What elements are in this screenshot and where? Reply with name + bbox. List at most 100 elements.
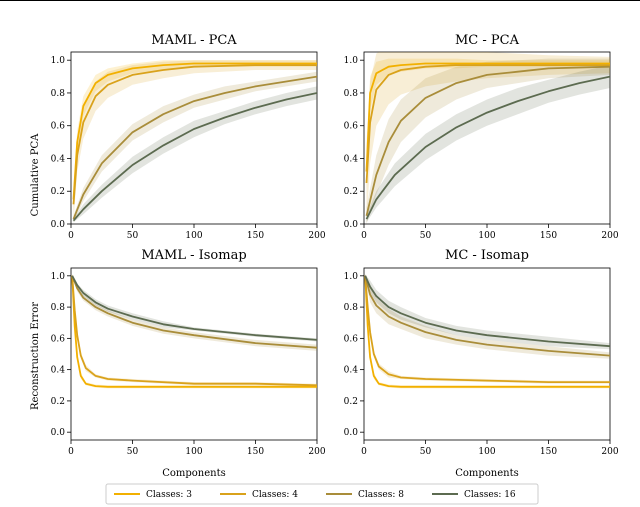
x-tick-label: 0: [361, 231, 367, 241]
x-tick-label: 50: [420, 231, 432, 241]
series-band: [366, 58, 610, 192]
x-tick-label: 0: [361, 447, 367, 457]
y-tick-label: 0.4: [51, 154, 66, 164]
panel-title: MAML - PCA: [151, 33, 237, 48]
legend-label: Classes: 4: [252, 490, 298, 500]
y-tick-label: 0.6: [51, 122, 66, 132]
panel-maml-pca: MAML - PCA 0 50 100 150 200 0.0 0.2 0.4 0.6 0.8 1.…: [30, 33, 326, 241]
series-line: [72, 75, 317, 220]
series-line: [72, 64, 317, 205]
plot-area: 0 50 100 150 200 0.0 0.2 0.4 0.6 0.8 1.0: [344, 51, 619, 241]
series-line: [71, 275, 317, 349]
x-tick-label: 100: [185, 447, 202, 457]
y-tick-label: 0.2: [51, 187, 65, 197]
x-axis-label: Components: [455, 468, 519, 479]
legend-frame: [105, 483, 539, 505]
y-tick-label: 0.0: [344, 428, 359, 438]
y-tick-label: 0.4: [344, 154, 359, 164]
plot-area: 0 50 100 150 200 0.0 0.2 0.4 0.6 0.8 1.0: [51, 51, 326, 241]
y-tick-label: 0.8: [344, 89, 359, 99]
x-tick-label: 150: [540, 231, 557, 241]
x-tick-label: 100: [478, 231, 495, 241]
series-band: [365, 274, 610, 350]
series-band: [366, 52, 610, 224]
plot-frame: [70, 267, 318, 441]
series-band: [73, 71, 317, 223]
y-tick-label: 0.0: [51, 220, 66, 230]
series-line: [365, 62, 610, 172]
series-line: [72, 92, 317, 222]
panel-maml-isomap: MAML - Isomap 0 50 100 150 200 0.0 0.2 0.4 0.6 0.…: [30, 248, 326, 479]
x-tick-label: 50: [127, 447, 139, 457]
y-tick-label: 0.6: [344, 334, 359, 344]
plot-area: 0 50 100 150 200 0.0 0.2 0.4 0.6 0.8 1.0: [344, 267, 619, 457]
series-line: [71, 275, 317, 387]
plot-area: 0 50 100 150 200 0.0 0.2 0.4 0.6 0.8 1.0: [51, 267, 326, 457]
x-tick-label: 50: [420, 447, 432, 457]
series-line: [365, 65, 610, 217]
x-tick-label: 0: [68, 231, 74, 241]
y-tick-label: 0.2: [344, 397, 358, 407]
series-band: [365, 274, 610, 384]
top-rule: [0, 0, 640, 1]
legend-label: Classes: 8: [358, 490, 404, 500]
y-tick-label: 0.2: [51, 397, 65, 407]
y-tick-label: 0.8: [51, 89, 66, 99]
y-tick-label: 0.4: [344, 366, 359, 376]
legend-item: Classes: 16: [432, 490, 516, 500]
y-tick-label: 0.8: [344, 303, 359, 313]
y-axis-label: Cumulative PCA: [30, 133, 41, 217]
series-band: [72, 274, 317, 342]
series-line: [71, 275, 317, 388]
series-line: [364, 275, 610, 388]
legend: Classes: 3 Classes: 4 Classes: 8 Classes…: [105, 483, 539, 505]
plot-frame: [70, 51, 318, 225]
x-tick-label: 100: [478, 447, 495, 457]
x-tick-label: 50: [127, 231, 139, 241]
x-tick-label: 200: [308, 231, 325, 241]
series-line: [72, 62, 317, 200]
legend-label: Classes: 3: [146, 490, 192, 500]
series-line: [364, 275, 610, 357]
y-axis-label: Reconstruction Error: [30, 302, 41, 410]
series-line: [365, 64, 610, 184]
y-tick-label: 0.8: [51, 303, 66, 313]
panel-title: MC - Isomap: [445, 248, 529, 263]
y-tick-label: 1.0: [51, 272, 66, 282]
series-band: [366, 58, 610, 224]
x-tick-label: 0: [68, 447, 74, 457]
series-band: [73, 86, 317, 223]
series-line: [364, 275, 610, 384]
y-tick-label: 0.0: [51, 428, 66, 438]
series-band: [366, 65, 610, 223]
y-tick-label: 0.4: [51, 366, 66, 376]
x-tick-label: 150: [247, 447, 264, 457]
y-tick-label: 1.0: [344, 272, 359, 282]
y-tick-label: 0.0: [344, 220, 359, 230]
series-band: [365, 274, 610, 359]
x-tick-label: 200: [308, 447, 325, 457]
plot-frame: [363, 267, 611, 441]
y-tick-label: 0.6: [51, 334, 66, 344]
series-line: [365, 75, 610, 220]
legend-item: Classes: 8: [326, 490, 404, 500]
y-tick-label: 1.0: [344, 56, 359, 66]
x-tick-label: 100: [185, 231, 202, 241]
legend-item: Classes: 3: [114, 490, 192, 500]
x-tick-label: 150: [247, 231, 264, 241]
y-tick-label: 0.6: [344, 122, 359, 132]
series-line: [71, 275, 317, 341]
series-line: [364, 275, 610, 348]
y-tick-label: 1.0: [51, 56, 66, 66]
y-tick-label: 0.2: [344, 187, 358, 197]
x-tick-label: 200: [601, 447, 618, 457]
series-band: [73, 60, 317, 213]
legend-label: Classes: 16: [464, 490, 516, 500]
panel-mc-isomap: MC - Isomap 0 50 100 150 200 0.0 0.2 0.4 0.6 0.8 1…: [344, 248, 619, 479]
legend-item: Classes: 4: [220, 490, 298, 500]
panel-title: MAML - Isomap: [141, 248, 246, 263]
x-tick-label: 200: [601, 231, 618, 241]
plot-frame: [363, 51, 611, 225]
panel-mc-pca: MC - PCA 0 50 100 150 200 0.0 0.2 0.4 0.6 0.8 1.0: [344, 33, 619, 241]
